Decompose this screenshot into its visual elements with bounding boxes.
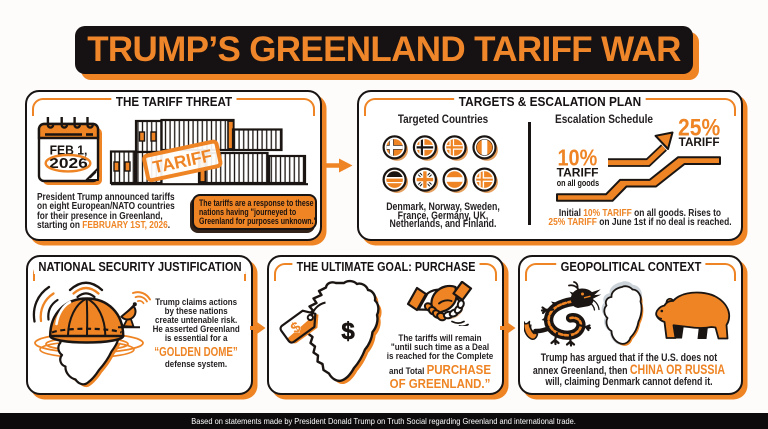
svg-text:10%: 10% [557, 144, 597, 170]
svg-text:$: $ [341, 318, 355, 345]
svg-text:25%: 25% [678, 118, 720, 142]
svg-text:2026: 2026 [49, 155, 88, 172]
svg-text:on all goods: on all goods [556, 178, 598, 188]
svg-text:FEB 1,: FEB 1, [49, 142, 87, 157]
svg-text:TARIFF: TARIFF [678, 136, 719, 149]
svg-text:TARIFF: TARIFF [556, 165, 598, 179]
